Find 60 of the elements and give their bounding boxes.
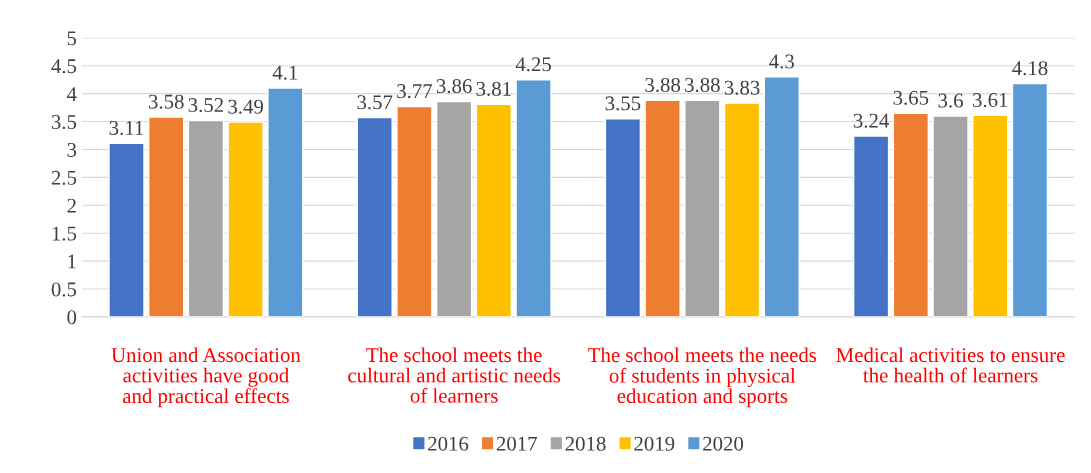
legend-label: 2019 — [634, 436, 675, 451]
y-tick-label: 4.5 — [51, 59, 77, 74]
x-tick-label: The school meets the cultural and artistic needs of learners — [348, 347, 561, 403]
data-label: 3.61 — [973, 93, 1008, 108]
bar — [148, 116, 185, 317]
data-label: 3.83 — [724, 80, 760, 95]
bar — [932, 115, 969, 317]
bar — [684, 99, 721, 317]
data-label: 3.49 — [228, 99, 264, 114]
bar — [723, 102, 761, 317]
bar — [972, 114, 1009, 317]
legend-label: 2017 — [496, 436, 538, 451]
bar — [187, 119, 225, 317]
bar — [515, 79, 552, 317]
data-label: 3.52 — [188, 98, 224, 113]
data-label: 3.24 — [853, 113, 890, 128]
bar — [892, 112, 929, 317]
data-label: 3.88 — [685, 77, 720, 93]
bar — [852, 135, 890, 317]
data-label: 3.6 — [938, 93, 963, 108]
bar — [1011, 82, 1049, 317]
data-label: 4.1 — [272, 65, 298, 80]
data-label: 3.65 — [893, 90, 929, 105]
bar — [763, 76, 800, 317]
y-tick-label: 0 — [67, 310, 77, 325]
x-tick-label: Medical activities to ensure the health of learners — [836, 347, 1065, 383]
y-tick-label: 3 — [67, 142, 77, 157]
bar — [475, 103, 513, 317]
y-tick-label: 3.5 — [51, 114, 77, 130]
data-label: 4.3 — [769, 54, 794, 69]
y-tick-label: 4 — [66, 87, 77, 101]
bar — [267, 87, 304, 317]
y-tick-label: 5 — [67, 31, 77, 46]
bar — [227, 121, 264, 317]
bar — [644, 99, 681, 317]
data-label: 4.25 — [515, 57, 551, 72]
y-tick-label: 0.5 — [51, 282, 77, 297]
data-label: 3.58 — [148, 94, 184, 109]
y-tick-label: 2 — [67, 198, 76, 213]
data-label: 4.18 — [1012, 61, 1048, 76]
legend-label: 2016 — [428, 436, 469, 451]
data-label: 3.81 — [476, 81, 511, 96]
y-tick-label: 1.5 — [52, 226, 77, 241]
y-tick-label: 1 — [68, 254, 76, 269]
data-label: 3.11 — [109, 120, 144, 136]
legend-label: 2018 — [565, 436, 606, 451]
y-tick-label: 2.5 — [51, 170, 77, 185]
x-tick-label: The school meets the needs of students in physical education and sports — [588, 347, 817, 408]
bar — [435, 100, 473, 317]
data-label: 3.55 — [605, 96, 641, 111]
data-label: 3.77 — [397, 84, 433, 99]
data-label: 3.86 — [436, 79, 472, 94]
data-label: 3.57 — [357, 95, 393, 110]
bar — [108, 142, 145, 317]
data-label: 3.88 — [645, 77, 681, 93]
bar — [356, 116, 393, 317]
x-tick-label: Union and Association activities have good and practical effects — [111, 347, 301, 408]
bar — [604, 118, 642, 317]
bar — [396, 105, 433, 317]
legend-label: 2020 — [703, 436, 744, 451]
